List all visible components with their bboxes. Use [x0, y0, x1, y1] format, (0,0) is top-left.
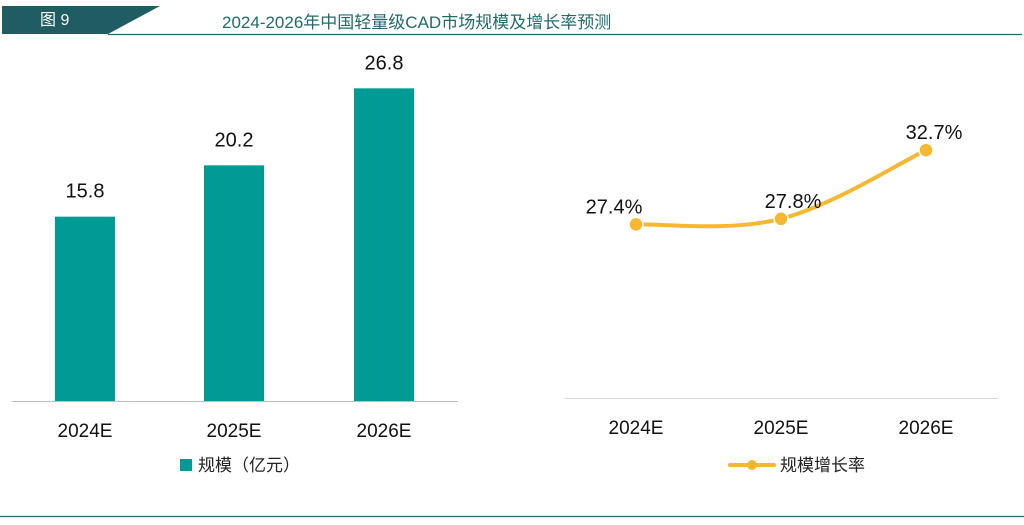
line-point-2026E [918, 142, 934, 158]
bar-value-label: 20.2 [215, 129, 254, 151]
line-points [628, 142, 934, 233]
bar-value-label: 15.8 [66, 181, 105, 203]
line-value-label: 27.4% [586, 196, 643, 218]
header-graphic [2, 6, 1022, 36]
figure-label: 图 9 [40, 12, 70, 29]
bar-marks [55, 88, 414, 401]
figure-label-banner [2, 6, 160, 34]
line-x-tick-label: 2025E [754, 418, 809, 439]
figure-header: 图 9 2024-2026年中国轻量级CAD市场规模及增长率预测 [0, 0, 1024, 40]
line-legend-swatch-marker [747, 460, 757, 470]
bar-value-labels: 15.8 20.2 26.8 [66, 52, 404, 202]
bar-2025E [204, 165, 264, 401]
line-x-tick-label: 2024E [609, 418, 664, 439]
bar-chart: 15.8 20.2 26.8 2024E 2025E 2026E 规模（亿元） [12, 52, 458, 475]
bar-legend-swatch [180, 459, 192, 471]
line-x-tick-labels: 2024E 2025E 2026E [609, 418, 954, 439]
line-point-2025E [773, 211, 789, 227]
bar-2026E [354, 88, 414, 401]
bar-x-tick-label: 2025E [207, 421, 262, 442]
line-point-2024E [628, 216, 644, 233]
line-x-tick-label: 2026E [899, 418, 954, 439]
line-value-labels: 27.4% 27.8% 32.7% [586, 122, 963, 218]
bar-x-tick-label: 2026E [357, 421, 412, 442]
bar-value-label: 26.8 [365, 52, 404, 74]
bar-legend-label: 规模（亿元） [198, 456, 300, 475]
bar-x-tick-label: 2024E [58, 421, 113, 442]
line-chart: 27.4% 27.8% 32.7% 2024E 2025E 2026E 规模增长率 [565, 122, 998, 475]
bar-2024E [55, 216, 115, 401]
line-value-label: 32.7% [906, 122, 963, 144]
bar-x-tick-labels: 2024E 2025E 2026E [58, 421, 412, 442]
line-value-label: 27.8% [765, 191, 822, 213]
line-legend-label: 规模增长率 [780, 456, 865, 475]
line-legend: 规模增长率 [728, 456, 865, 475]
figure-title: 2024-2026年中国轻量级CAD市场规模及增长率预测 [222, 13, 612, 32]
bar-legend: 规模（亿元） [180, 456, 300, 475]
